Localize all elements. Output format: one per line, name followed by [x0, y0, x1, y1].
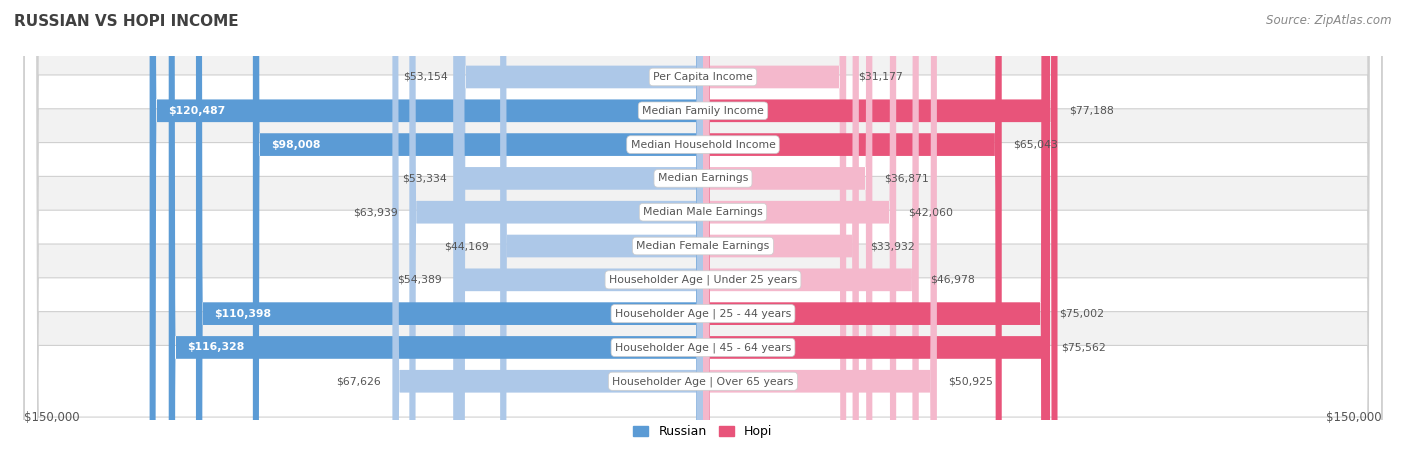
- FancyBboxPatch shape: [24, 0, 1382, 467]
- Text: Median Household Income: Median Household Income: [630, 140, 776, 149]
- Text: $36,871: $36,871: [884, 173, 928, 184]
- FancyBboxPatch shape: [501, 0, 703, 467]
- FancyBboxPatch shape: [703, 0, 918, 467]
- FancyBboxPatch shape: [458, 0, 703, 467]
- Text: $46,978: $46,978: [931, 275, 974, 285]
- Text: $98,008: $98,008: [271, 140, 321, 149]
- Text: Source: ZipAtlas.com: Source: ZipAtlas.com: [1267, 14, 1392, 27]
- FancyBboxPatch shape: [703, 0, 936, 467]
- FancyBboxPatch shape: [24, 0, 1382, 467]
- Text: $63,939: $63,939: [353, 207, 398, 217]
- FancyBboxPatch shape: [703, 0, 859, 467]
- FancyBboxPatch shape: [409, 0, 703, 467]
- Text: $50,925: $50,925: [949, 376, 993, 386]
- Text: Median Family Income: Median Family Income: [643, 106, 763, 116]
- Text: $53,334: $53,334: [402, 173, 447, 184]
- FancyBboxPatch shape: [703, 0, 872, 467]
- Text: $120,487: $120,487: [167, 106, 225, 116]
- Text: Householder Age | 25 - 44 years: Householder Age | 25 - 44 years: [614, 308, 792, 319]
- FancyBboxPatch shape: [24, 0, 1382, 467]
- FancyBboxPatch shape: [253, 0, 703, 467]
- FancyBboxPatch shape: [24, 0, 1382, 467]
- Text: $44,169: $44,169: [444, 241, 489, 251]
- Text: RUSSIAN VS HOPI INCOME: RUSSIAN VS HOPI INCOME: [14, 14, 239, 29]
- FancyBboxPatch shape: [703, 0, 1057, 467]
- FancyBboxPatch shape: [24, 0, 1382, 467]
- Text: Householder Age | 45 - 64 years: Householder Age | 45 - 64 years: [614, 342, 792, 353]
- Text: $67,626: $67,626: [336, 376, 381, 386]
- Text: Householder Age | Over 65 years: Householder Age | Over 65 years: [612, 376, 794, 387]
- FancyBboxPatch shape: [392, 0, 703, 467]
- FancyBboxPatch shape: [458, 0, 703, 467]
- FancyBboxPatch shape: [703, 0, 846, 467]
- FancyBboxPatch shape: [24, 0, 1382, 467]
- Text: $75,562: $75,562: [1062, 342, 1107, 353]
- Text: $77,188: $77,188: [1069, 106, 1114, 116]
- Text: $116,328: $116,328: [187, 342, 245, 353]
- Text: Median Male Earnings: Median Male Earnings: [643, 207, 763, 217]
- FancyBboxPatch shape: [24, 0, 1382, 467]
- Text: $65,043: $65,043: [1014, 140, 1059, 149]
- Legend: Russian, Hopi: Russian, Hopi: [628, 420, 778, 443]
- FancyBboxPatch shape: [24, 0, 1382, 467]
- FancyBboxPatch shape: [195, 0, 703, 467]
- Text: $75,002: $75,002: [1059, 309, 1104, 318]
- FancyBboxPatch shape: [703, 0, 896, 467]
- FancyBboxPatch shape: [169, 0, 703, 467]
- Text: Householder Age | Under 25 years: Householder Age | Under 25 years: [609, 275, 797, 285]
- Text: $150,000: $150,000: [24, 411, 80, 424]
- Text: Median Female Earnings: Median Female Earnings: [637, 241, 769, 251]
- Text: $33,932: $33,932: [870, 241, 915, 251]
- FancyBboxPatch shape: [24, 0, 1382, 467]
- Text: $54,389: $54,389: [396, 275, 441, 285]
- Text: $42,060: $42,060: [908, 207, 953, 217]
- FancyBboxPatch shape: [703, 0, 1001, 467]
- Text: $110,398: $110,398: [214, 309, 271, 318]
- FancyBboxPatch shape: [149, 0, 703, 467]
- FancyBboxPatch shape: [24, 0, 1382, 467]
- Text: $53,154: $53,154: [402, 72, 447, 82]
- Text: $31,177: $31,177: [858, 72, 903, 82]
- Text: Per Capita Income: Per Capita Income: [652, 72, 754, 82]
- FancyBboxPatch shape: [703, 0, 1047, 467]
- FancyBboxPatch shape: [703, 0, 1050, 467]
- Text: $150,000: $150,000: [1326, 411, 1382, 424]
- Text: Median Earnings: Median Earnings: [658, 173, 748, 184]
- FancyBboxPatch shape: [453, 0, 703, 467]
